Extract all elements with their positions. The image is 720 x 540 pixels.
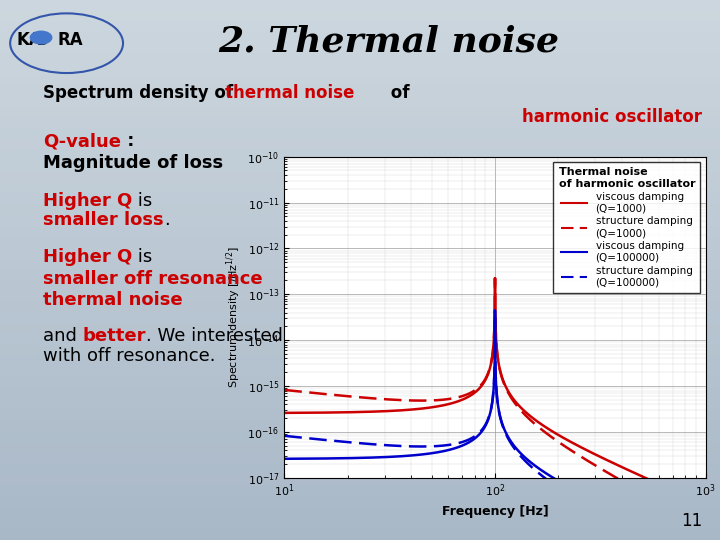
Bar bbox=[0, 32, 720, 43]
Bar bbox=[0, 324, 720, 335]
Bar bbox=[0, 313, 720, 324]
Bar bbox=[0, 475, 720, 486]
Bar bbox=[0, 227, 720, 238]
Bar bbox=[0, 443, 720, 454]
Bar bbox=[0, 464, 720, 475]
Bar bbox=[0, 194, 720, 205]
Bar bbox=[0, 302, 720, 313]
Text: smaller loss: smaller loss bbox=[43, 211, 164, 228]
Bar bbox=[0, 22, 720, 32]
Bar bbox=[0, 270, 720, 281]
Bar bbox=[0, 356, 720, 367]
Bar bbox=[0, 238, 720, 248]
Bar bbox=[0, 367, 720, 378]
Bar bbox=[0, 259, 720, 270]
Bar bbox=[0, 335, 720, 346]
Bar bbox=[0, 205, 720, 216]
Legend: viscous damping
(Q=1000), structure damping
(Q=1000), viscous damping
(Q=100000): viscous damping (Q=1000), structure damp… bbox=[554, 162, 701, 293]
Bar bbox=[0, 97, 720, 108]
Text: Higher Q: Higher Q bbox=[43, 192, 132, 210]
Bar bbox=[0, 529, 720, 540]
Text: of: of bbox=[385, 84, 410, 102]
Bar bbox=[0, 162, 720, 173]
Bar bbox=[0, 0, 720, 11]
Bar bbox=[0, 421, 720, 432]
Bar bbox=[0, 173, 720, 184]
Text: Higher Q: Higher Q bbox=[43, 248, 132, 266]
Bar bbox=[0, 497, 720, 508]
Text: 2. Thermal noise: 2. Thermal noise bbox=[218, 24, 559, 58]
Bar bbox=[0, 281, 720, 292]
Bar bbox=[0, 454, 720, 464]
Bar bbox=[0, 151, 720, 162]
Text: and: and bbox=[43, 327, 83, 345]
Bar bbox=[0, 130, 720, 140]
Bar bbox=[0, 410, 720, 421]
Text: is: is bbox=[132, 192, 153, 210]
Bar bbox=[0, 508, 720, 518]
Bar bbox=[0, 518, 720, 529]
Text: .: . bbox=[164, 211, 170, 228]
Bar bbox=[0, 486, 720, 497]
Bar bbox=[0, 11, 720, 22]
Bar bbox=[0, 346, 720, 356]
Text: thermal noise: thermal noise bbox=[225, 84, 355, 102]
Bar bbox=[0, 65, 720, 76]
Bar bbox=[0, 43, 720, 54]
Text: thermal noise: thermal noise bbox=[43, 291, 183, 308]
Text: Q-value: Q-value bbox=[43, 132, 121, 150]
Bar bbox=[0, 184, 720, 194]
Text: with off resonance.: with off resonance. bbox=[43, 347, 216, 364]
Bar bbox=[0, 216, 720, 227]
Text: :: : bbox=[121, 132, 135, 150]
Text: KA: KA bbox=[17, 31, 42, 49]
Bar bbox=[0, 86, 720, 97]
Text: is: is bbox=[132, 248, 153, 266]
Text: RA: RA bbox=[57, 31, 83, 49]
Text: Spectrum density of: Spectrum density of bbox=[43, 84, 239, 102]
Text: better: better bbox=[83, 327, 146, 345]
Text: harmonic oscillator: harmonic oscillator bbox=[522, 108, 702, 126]
Text: 11: 11 bbox=[680, 512, 702, 530]
Bar bbox=[0, 400, 720, 410]
Bar bbox=[0, 432, 720, 443]
Bar bbox=[0, 54, 720, 65]
Circle shape bbox=[30, 31, 52, 44]
Y-axis label: Spectrum density [/Hz$^{1/2}$]: Spectrum density [/Hz$^{1/2}$] bbox=[225, 246, 243, 388]
Text: . We interested: . We interested bbox=[146, 327, 283, 345]
Bar bbox=[0, 378, 720, 389]
Bar bbox=[0, 140, 720, 151]
X-axis label: Frequency [Hz]: Frequency [Hz] bbox=[441, 505, 549, 518]
Bar bbox=[0, 292, 720, 302]
Bar bbox=[0, 389, 720, 400]
Bar bbox=[0, 108, 720, 119]
Bar bbox=[0, 119, 720, 130]
Text: smaller off resonance: smaller off resonance bbox=[43, 270, 263, 288]
Bar bbox=[0, 248, 720, 259]
Bar bbox=[0, 76, 720, 86]
Text: Magnitude of loss: Magnitude of loss bbox=[43, 154, 223, 172]
Text: G: G bbox=[34, 31, 48, 49]
